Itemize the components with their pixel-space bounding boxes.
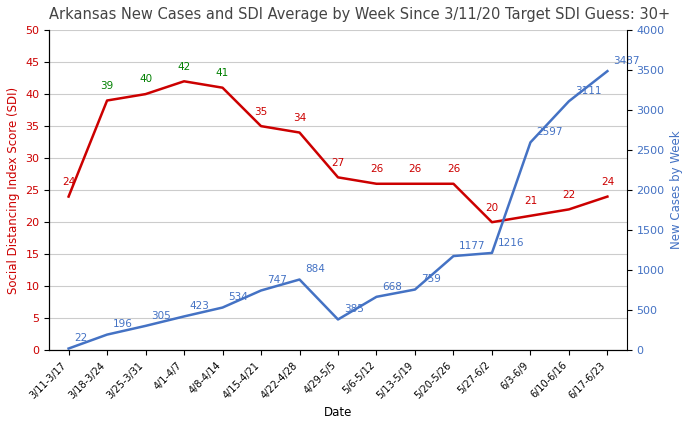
Text: 24: 24 (62, 177, 75, 187)
Text: 2597: 2597 (536, 127, 563, 137)
Text: 534: 534 (228, 292, 248, 302)
Y-axis label: New Cases by Week: New Cases by Week (670, 131, 683, 250)
Text: 26: 26 (370, 164, 383, 174)
Text: 3111: 3111 (575, 86, 601, 96)
Text: 423: 423 (190, 301, 210, 311)
Text: 26: 26 (408, 164, 422, 174)
Text: 22: 22 (75, 334, 88, 343)
Text: 39: 39 (101, 81, 114, 91)
Text: 20: 20 (485, 203, 498, 213)
Text: 42: 42 (177, 62, 190, 72)
Text: 3487: 3487 (613, 56, 640, 66)
Text: 385: 385 (344, 304, 364, 314)
Text: 884: 884 (305, 265, 325, 274)
Text: Arkansas New Cases and SDI Average by Week Since 3/11/20 Target SDI Guess: 30+: Arkansas New Cases and SDI Average by We… (50, 7, 671, 22)
Text: 668: 668 (382, 282, 402, 292)
Text: 21: 21 (524, 196, 537, 206)
Text: 40: 40 (139, 75, 152, 84)
Text: 22: 22 (562, 190, 575, 200)
Text: 747: 747 (267, 275, 286, 285)
Text: 196: 196 (113, 320, 132, 329)
Text: 305: 305 (151, 311, 171, 321)
Text: 1216: 1216 (497, 238, 524, 248)
Text: 41: 41 (216, 68, 229, 78)
Text: 24: 24 (601, 177, 614, 187)
Y-axis label: Social Distancing Index Score (SDI): Social Distancing Index Score (SDI) (7, 86, 20, 294)
Text: 759: 759 (421, 274, 441, 285)
Text: 27: 27 (331, 158, 344, 168)
X-axis label: Date: Date (324, 406, 352, 419)
Text: 34: 34 (293, 113, 306, 123)
Text: 26: 26 (447, 164, 460, 174)
Text: 35: 35 (255, 106, 268, 117)
Text: 1177: 1177 (460, 241, 486, 251)
